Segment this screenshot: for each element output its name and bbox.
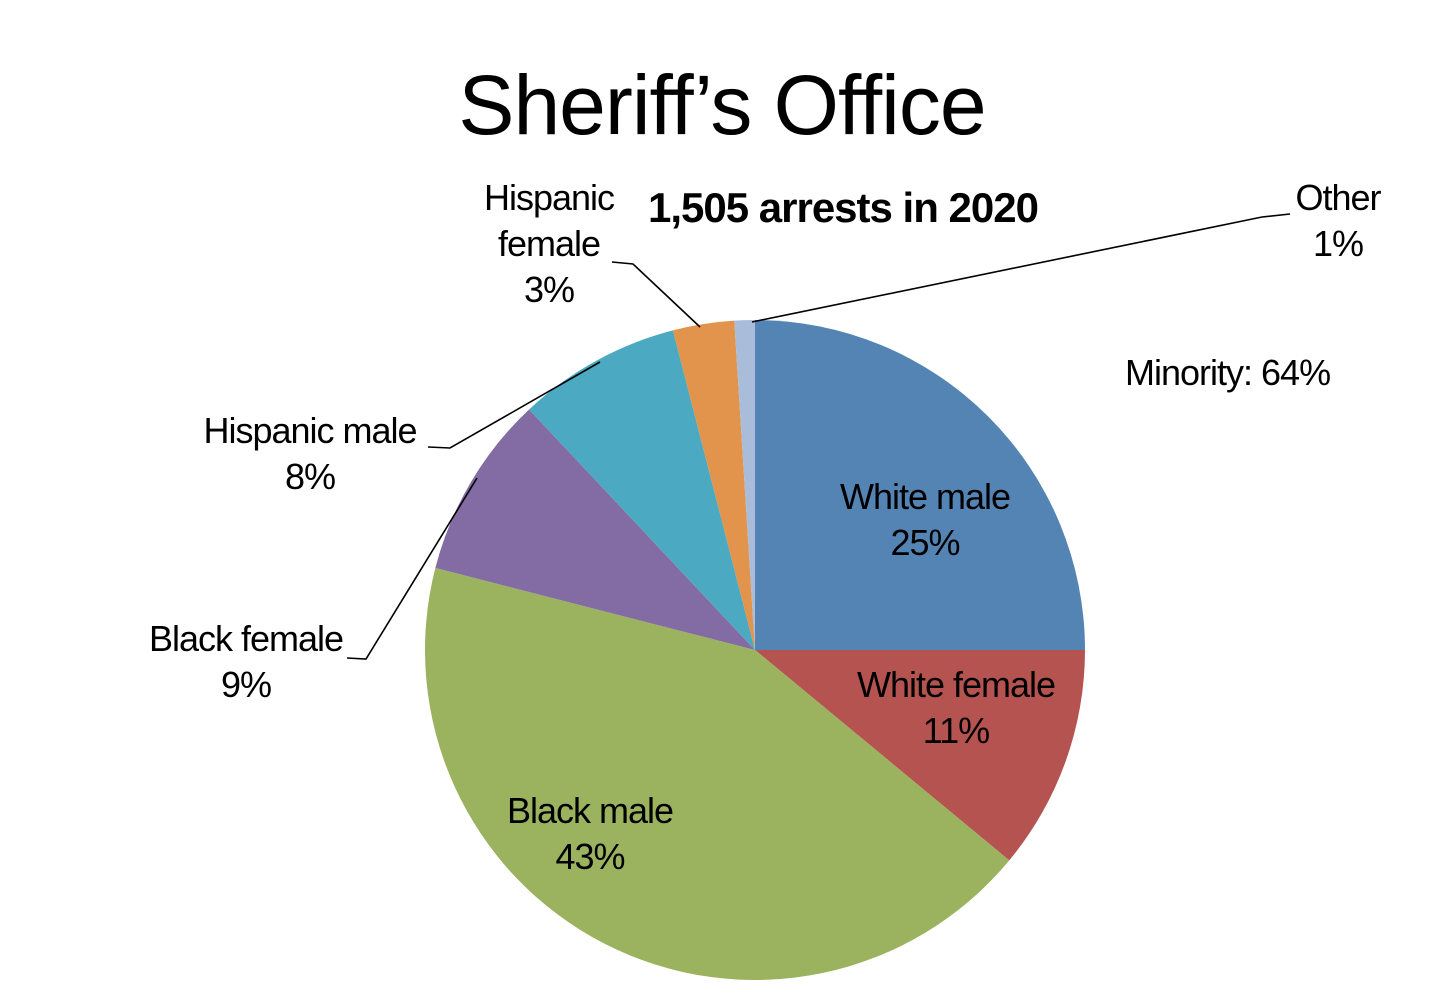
pie-slice-hispanic-female	[672, 320, 755, 650]
slice-label-hispanic-male-text: Hispanic male	[203, 410, 417, 451]
chart-subtitle: 1,505 arrests in 2020	[648, 184, 1039, 231]
pie-slice-other	[734, 320, 755, 650]
slice-label-hispanic-female-percent: 3%	[523, 269, 575, 310]
slice-label-hispanic-female-text: Hispanic	[483, 177, 615, 218]
slice-label-white-female: White female 11%	[856, 662, 1056, 754]
minority-annotation: Minority: 64%	[1125, 352, 1331, 393]
pie-slice-black-female	[435, 409, 755, 650]
slice-label-black-female-percent: 9%	[220, 664, 272, 705]
leader-lines	[346, 213, 1291, 660]
slice-label-white-female-text: White female	[856, 664, 1056, 705]
slice-label-hispanic-male: Hispanic male 8%	[203, 408, 417, 500]
slice-label-hispanic-female: Hispanic female 3%	[483, 175, 615, 313]
slice-label-black-female-text: Black female	[148, 618, 344, 659]
slice-label-black-female: Black female 9%	[148, 616, 344, 708]
leader-line-black-female	[346, 477, 478, 660]
pie-slice-white-female	[755, 650, 1085, 861]
slice-label-hispanic-female-text: female	[497, 223, 601, 264]
slice-label-black-male: Black male 43%	[506, 788, 674, 880]
slice-label-hispanic-male-percent: 8%	[284, 456, 336, 497]
slice-label-other: Other 1%	[1295, 175, 1381, 267]
pie-slices	[425, 320, 1085, 980]
slice-label-white-male: White male 25%	[839, 474, 1011, 566]
leader-line-other	[751, 213, 1291, 323]
slice-label-other-text: Other	[1295, 177, 1381, 218]
pie-slice-black-male	[425, 567, 1010, 980]
slice-label-white-female-percent: 11%	[922, 710, 990, 751]
slice-label-white-male-percent: 25%	[890, 522, 960, 563]
slice-label-white-male-text: White male	[839, 476, 1011, 517]
leader-line-hispanic-female	[611, 261, 701, 328]
slice-label-black-male-text: Black male	[506, 790, 674, 831]
leader-line-hispanic-male	[427, 361, 601, 449]
pie-slice-hispanic-male	[529, 330, 755, 650]
chart-title: Sheriff’s Office	[458, 58, 986, 152]
pie-slice-white-male	[755, 320, 1085, 650]
slice-label-other-percent: 1%	[1312, 223, 1364, 264]
slice-label-black-male-percent: 43%	[555, 836, 625, 877]
